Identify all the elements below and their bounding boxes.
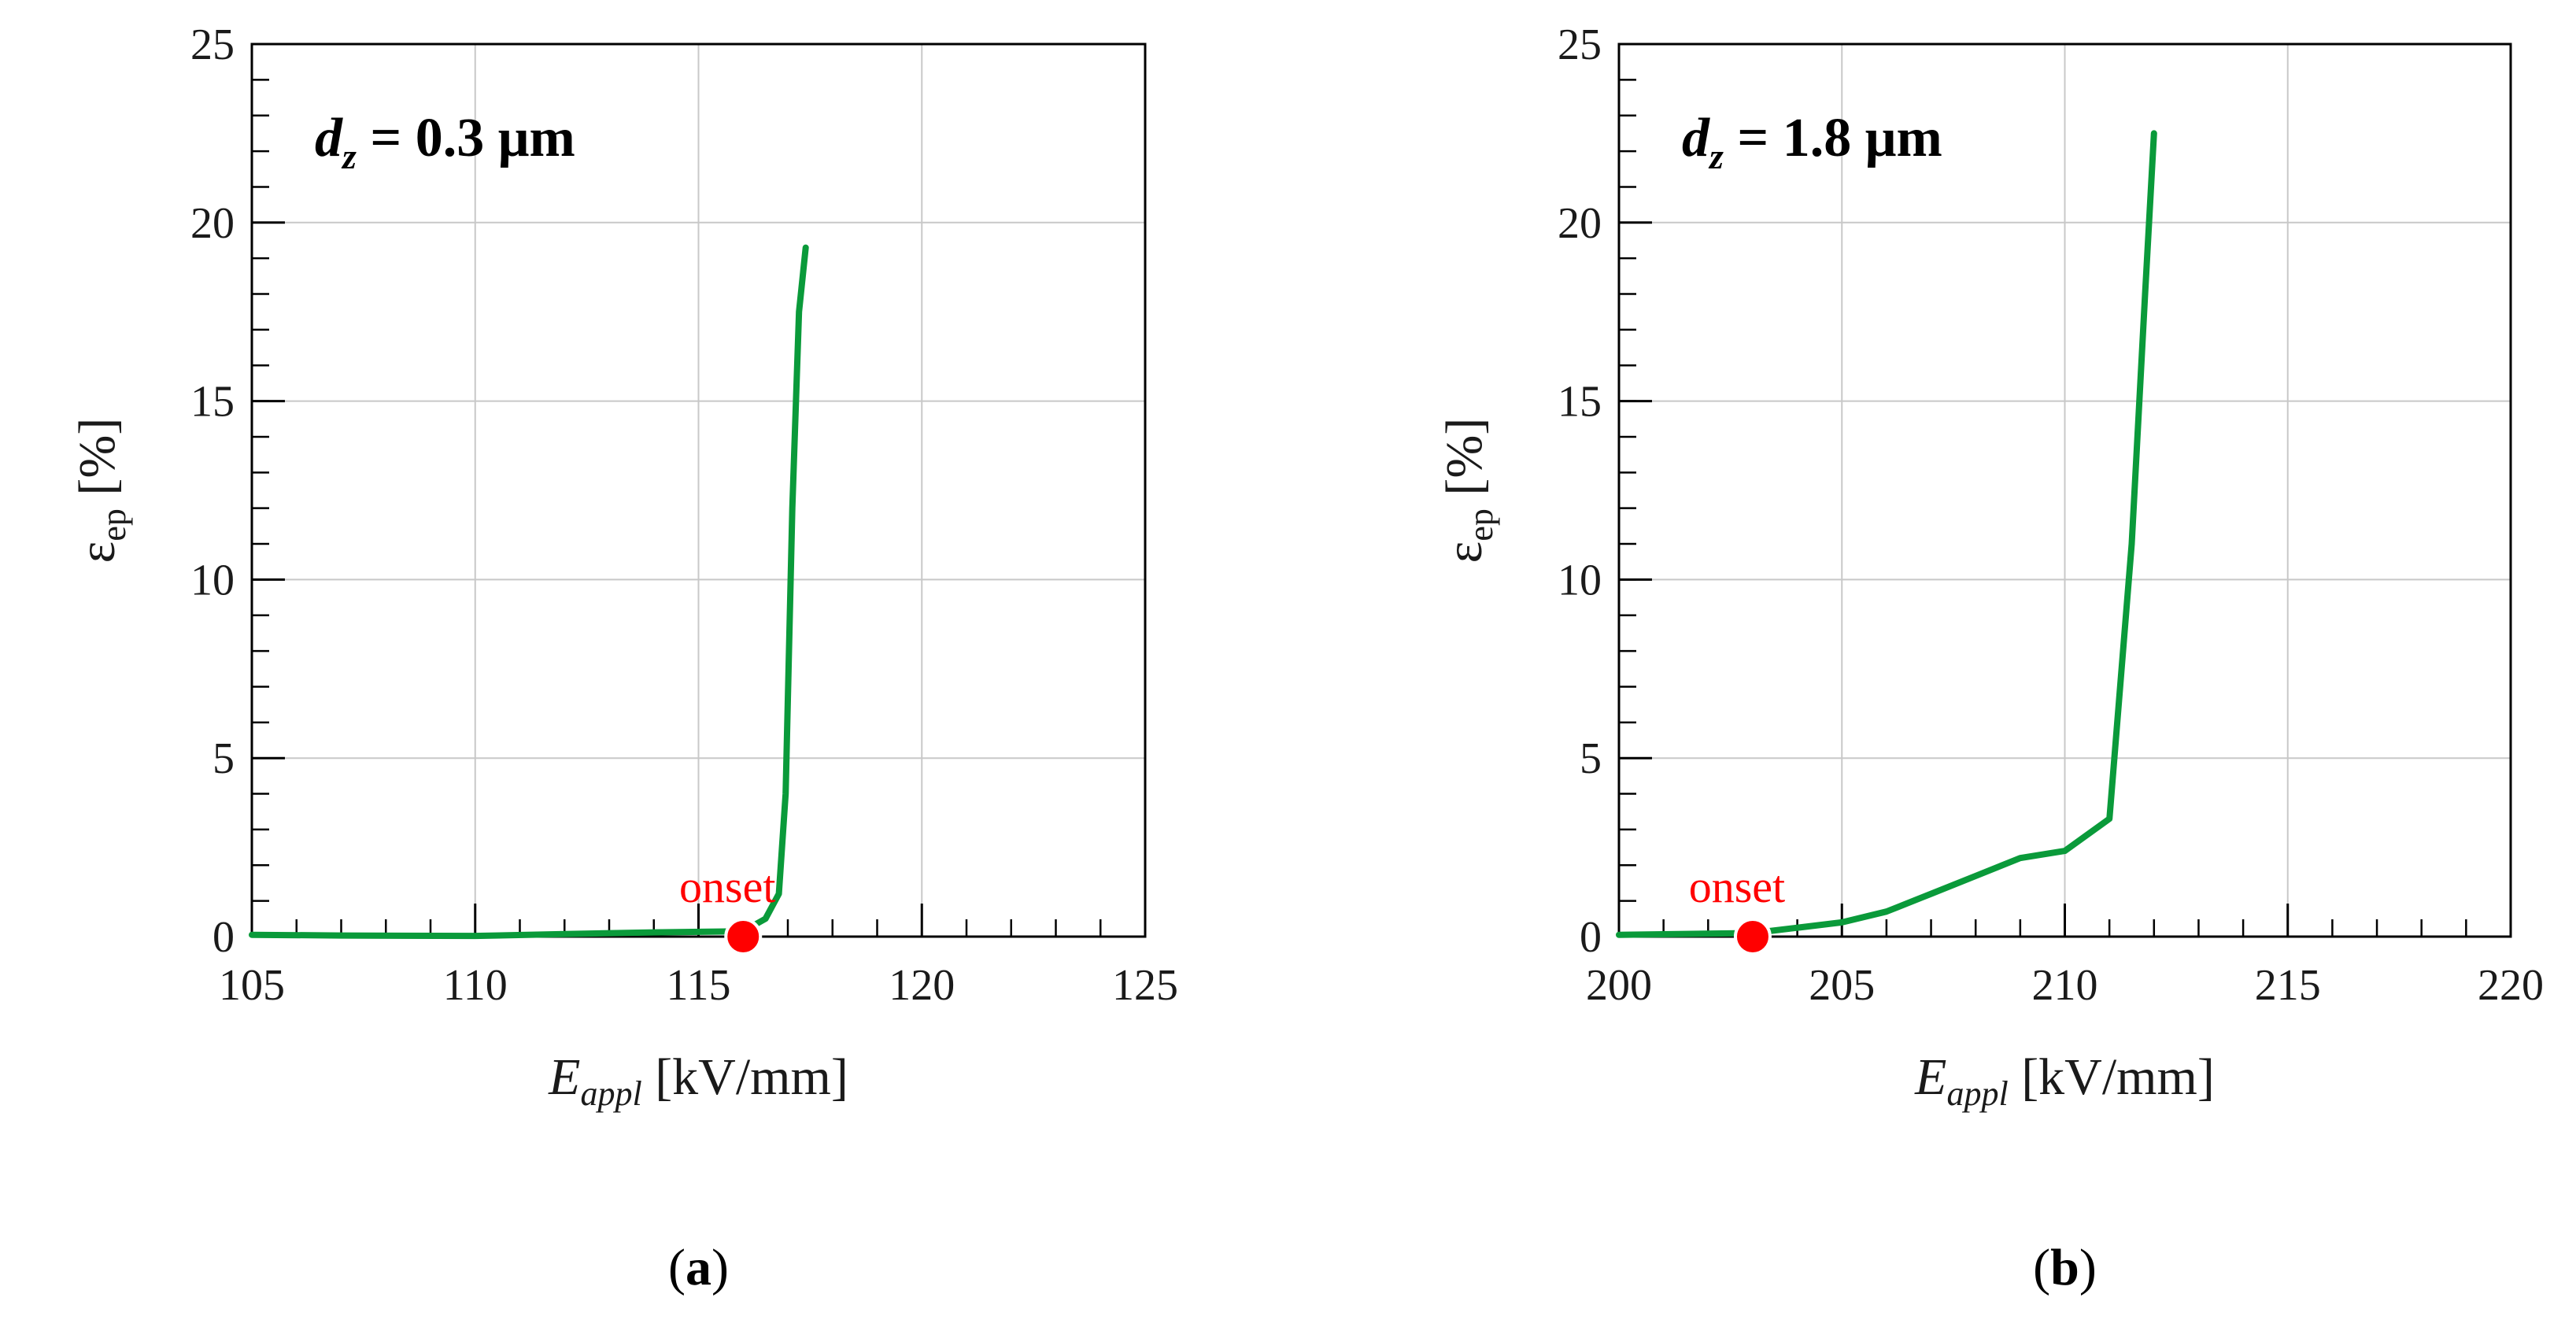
y-tick-label: 25 [190, 20, 235, 69]
x-axis-label: Eappl [kV/mm] [548, 1048, 848, 1113]
y-tick-label: 20 [1558, 199, 1602, 248]
y-tick-label: 10 [1558, 556, 1602, 604]
x-tick-label: 105 [219, 961, 285, 1010]
onset-marker [724, 918, 763, 956]
y-axis-label: εep [%] [1436, 418, 1500, 564]
y-tick-label: 25 [1558, 20, 1602, 69]
y-tick-label: 15 [190, 378, 235, 427]
onset-label: onset [679, 861, 775, 912]
x-tick-label: 215 [2255, 961, 2321, 1010]
x-tick-label: 115 [667, 961, 731, 1010]
panel-label-b: (b) [2033, 1239, 2097, 1296]
x-tick-label: 200 [1586, 961, 1652, 1010]
y-tick-label: 0 [1580, 913, 1602, 962]
x-tick-label: 205 [1809, 961, 1875, 1010]
y-axis-label: εep [%] [68, 418, 133, 564]
y-tick-label: 20 [190, 199, 235, 248]
x-axis-label: Eappl [kV/mm] [1914, 1048, 2215, 1113]
thickness-annotation: dz = 1.8 μm [1682, 108, 1942, 176]
y-tick-label: 5 [1580, 734, 1602, 783]
chart-panel-a: 105 110 115 120 125 0 5 10 15 20 25 Eappl [kV/mm] εe… [68, 20, 1178, 1296]
x-tick-label: 120 [889, 961, 955, 1010]
y-tick-label: 0 [213, 913, 235, 962]
x-tick-label: 210 [2032, 961, 2098, 1010]
onset-marker [1733, 918, 1772, 956]
y-tick-label: 15 [1558, 378, 1602, 427]
series-line-epsilon_ep [249, 244, 809, 940]
x-tick-label: 110 [443, 961, 508, 1010]
y-tick-label: 5 [213, 734, 235, 783]
onset-label: onset [1689, 861, 1785, 912]
x-tick-label: 125 [1112, 961, 1178, 1010]
y-tick-label: 10 [190, 556, 235, 604]
thickness-annotation: dz = 0.3 μm [315, 108, 575, 176]
panel-label-a: (a) [668, 1239, 729, 1296]
series-line-epsilon_ep [1616, 130, 2157, 938]
chart-panel-b: 200 205 210 215 220 0 5 10 15 20 25 Eappl [kV/mm] εe… [1436, 20, 2544, 1296]
x-tick-label: 220 [2478, 961, 2544, 1010]
